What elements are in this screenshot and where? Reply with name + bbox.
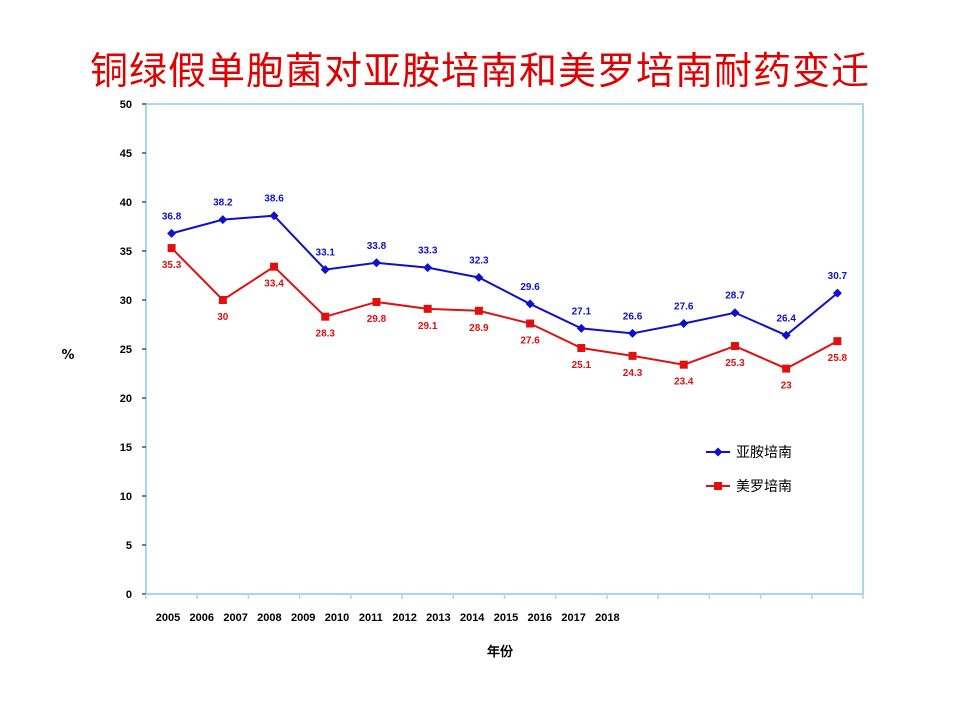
data-label: 38.6 xyxy=(264,194,284,205)
x-tick-label: 2009 xyxy=(291,612,315,624)
data-point xyxy=(576,323,586,333)
x-tick-label: 2005 xyxy=(156,612,180,624)
data-point xyxy=(474,272,484,282)
data-point xyxy=(782,364,791,373)
data-label: 25.8 xyxy=(828,353,848,364)
data-label: 30 xyxy=(217,312,229,323)
data-point xyxy=(423,304,432,313)
data-label: 28.3 xyxy=(316,329,336,340)
data-label: 29.8 xyxy=(367,314,387,325)
series-line-1 xyxy=(171,214,839,337)
legend-item: 美罗培南 xyxy=(706,479,792,495)
data-point xyxy=(628,351,637,360)
data-label: 33.1 xyxy=(316,248,336,259)
data-label: 28.9 xyxy=(469,323,489,334)
legend-marker xyxy=(714,482,722,490)
y-axis-title: % xyxy=(61,348,74,363)
data-label: 26.4 xyxy=(776,313,796,324)
data-label: 27.1 xyxy=(572,306,592,317)
data-label: 33.8 xyxy=(367,241,387,252)
x-axis-title: 年份 xyxy=(487,644,514,660)
data-label: 27.6 xyxy=(674,302,694,313)
x-tick-label: 2016 xyxy=(528,612,552,624)
data-label: 23 xyxy=(781,381,793,392)
data-point xyxy=(321,312,330,321)
data-point xyxy=(371,258,381,268)
data-point xyxy=(167,228,177,238)
data-point xyxy=(832,288,842,298)
data-point xyxy=(628,328,638,338)
y-tick-label: 45 xyxy=(120,148,132,160)
data-point xyxy=(577,344,586,353)
data-label: 29.6 xyxy=(520,282,540,293)
legend-item: 亚胺培南 xyxy=(706,445,792,461)
legend-label: 亚胺培南 xyxy=(736,445,792,461)
series-line-2 xyxy=(170,247,838,370)
legend-marker xyxy=(713,447,723,457)
data-point xyxy=(423,263,433,273)
y-tick-label: 50 xyxy=(120,99,132,111)
data-label: 25.3 xyxy=(725,358,745,369)
y-tick-label: 0 xyxy=(126,589,132,601)
data-label: 32.3 xyxy=(469,255,489,266)
y-tick-label: 35 xyxy=(120,246,132,258)
x-tick-label: 2006 xyxy=(190,612,214,624)
x-tick-label: 2015 xyxy=(494,612,518,624)
data-label: 24.3 xyxy=(623,368,643,379)
y-tick-label: 40 xyxy=(120,197,132,209)
data-point xyxy=(526,319,535,328)
data-label: 23.4 xyxy=(674,377,694,388)
data-point xyxy=(372,297,381,306)
y-tick-label: 20 xyxy=(120,393,132,405)
series-layer xyxy=(167,211,842,373)
data-point xyxy=(218,296,227,304)
x-tick-label: 2017 xyxy=(561,612,585,624)
y-tick-label: 10 xyxy=(120,491,132,503)
x-axis-ticks: 2005 2006 2007 2008 2009 2010 2011 2012 2013 2014… xyxy=(145,594,864,624)
data-label: 29.1 xyxy=(418,321,438,332)
x-tick-label: 2010 xyxy=(325,612,349,624)
x-tick-label: 2013 xyxy=(426,612,450,624)
data-label: 33.3 xyxy=(418,246,438,257)
y-tick-label: 5 xyxy=(126,540,132,552)
data-label: 35.3 xyxy=(162,260,182,271)
y-tick-label: 30 xyxy=(120,295,132,307)
data-label: 38.2 xyxy=(213,198,233,209)
data-label: 33.4 xyxy=(264,279,284,290)
data-label: 36.8 xyxy=(162,211,182,222)
data-point xyxy=(525,299,535,309)
data-point xyxy=(270,262,279,271)
y-tick-label: 25 xyxy=(120,344,132,356)
data-label: 25.1 xyxy=(572,360,592,371)
legend-label: 美罗培南 xyxy=(736,479,792,495)
data-point xyxy=(679,319,689,329)
data-point xyxy=(833,337,842,346)
chart-title: 铜绿假单胞菌对亚胺培南和美罗培南耐药变迁 xyxy=(89,49,870,93)
data-point xyxy=(730,342,739,351)
x-tick-label: 2008 xyxy=(257,612,281,624)
plot-area xyxy=(145,103,864,595)
data-label: 28.7 xyxy=(725,291,745,302)
data-point xyxy=(167,244,176,253)
data-point xyxy=(781,330,791,340)
data-point xyxy=(679,360,688,369)
data-label: 27.6 xyxy=(520,336,540,347)
y-tick-label: 15 xyxy=(120,442,132,454)
data-point xyxy=(730,308,740,318)
data-label: 26.6 xyxy=(623,311,643,322)
data-point xyxy=(320,265,330,275)
x-tick-label: 2014 xyxy=(460,612,485,624)
y-axis-ticks: 0 5 10 15 20 25 30 35 40 45 50 xyxy=(120,99,146,601)
data-point xyxy=(269,211,279,221)
data-point xyxy=(474,306,483,315)
x-tick-label: 2012 xyxy=(392,612,416,624)
data-labels: 36.8 38.2 38.6 33.1 33.8 33.3 32.3 29.6 27.1 26.6… xyxy=(162,194,848,392)
data-point xyxy=(218,215,228,225)
x-tick-label: 2011 xyxy=(359,612,383,624)
x-tick-label: 2018 xyxy=(595,612,619,624)
x-tick-label: 2007 xyxy=(223,612,247,624)
data-label: 30.7 xyxy=(828,271,848,282)
